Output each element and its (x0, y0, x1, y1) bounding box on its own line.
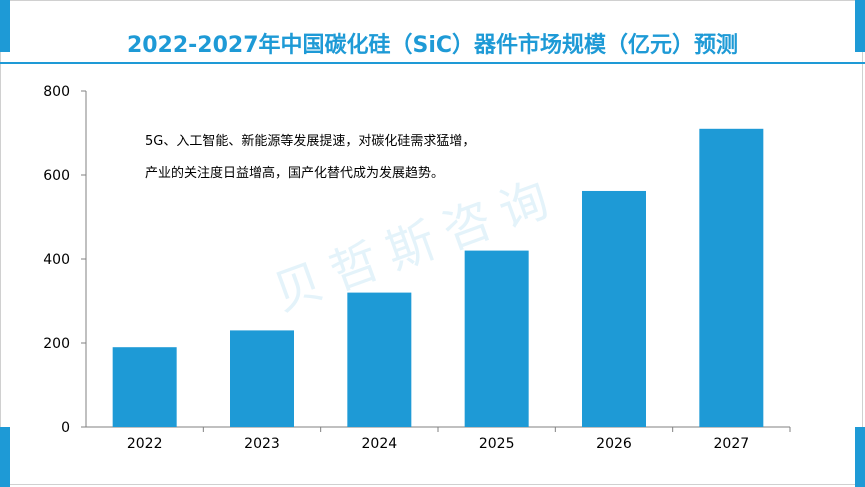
bar-2026 (582, 190, 646, 427)
x-tick-label: 2025 (479, 436, 515, 452)
y-tick-label: 400 (43, 252, 70, 268)
x-tick-label: 2024 (362, 436, 398, 452)
bar-2022 (112, 347, 177, 427)
bar-2023 (230, 330, 294, 427)
annotation-line-2: 产业的关注度日益增高，国产化替代成为发展趋势。 (145, 166, 445, 181)
corner-accent-top-left (0, 0, 10, 52)
x-tick-label: 2026 (596, 436, 632, 452)
annotation-line-1: 5G、入工智能、新能源等发展提速，对碳化硅需求猛增， (145, 134, 476, 149)
y-tick-label: 600 (43, 168, 70, 184)
y-tick-label: 800 (43, 84, 70, 100)
x-tick-label: 2027 (714, 436, 750, 452)
bar-2027 (699, 128, 764, 428)
y-tick-label: 200 (43, 336, 70, 352)
x-tick-label: 2023 (244, 436, 280, 452)
title-underline (0, 62, 865, 64)
bar-2024 (347, 292, 412, 427)
corner-accent-top-right (855, 0, 865, 52)
corner-accent-bottom-right (855, 427, 865, 487)
x-tick-label: 2022 (127, 436, 163, 452)
bar-2025 (464, 250, 529, 427)
chart-title: 2022-2027年中国碳化硅（SiC）器件市场规模（亿元）预测 (126, 33, 739, 58)
corner-accent-bottom-left (0, 427, 10, 487)
y-tick-label: 0 (61, 420, 70, 436)
